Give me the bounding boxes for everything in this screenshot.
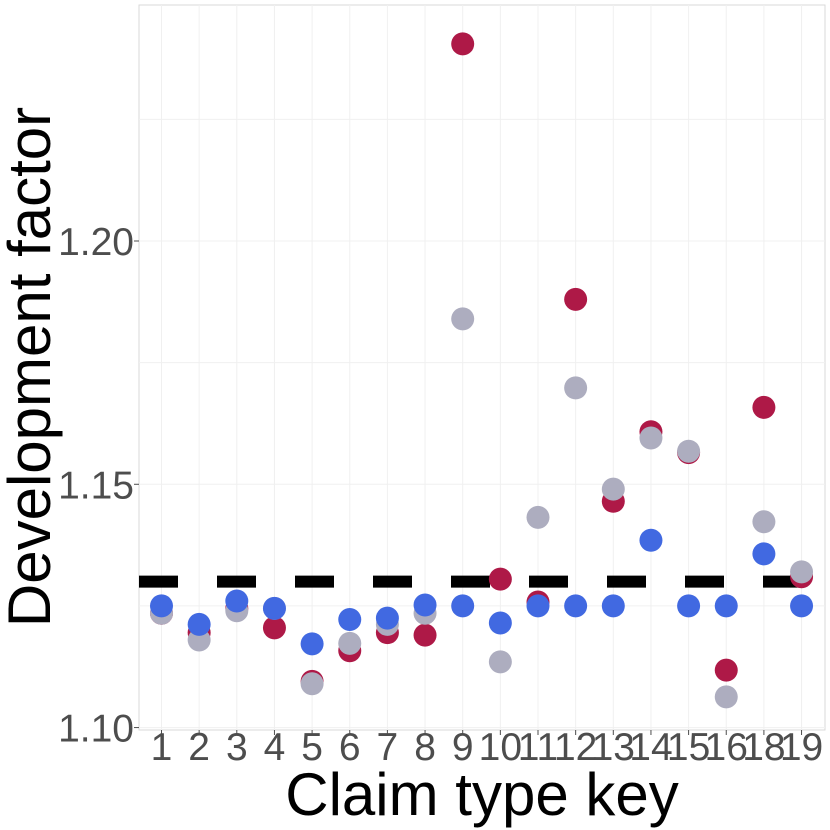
point-series-blue-11 [526, 594, 550, 618]
plot-panel [138, 4, 826, 731]
point-series-grey-11 [526, 505, 550, 529]
point-series-grey-12 [564, 376, 588, 400]
y-tick-label: 1.15 [58, 464, 134, 507]
point-series-crimson-16 [714, 658, 738, 682]
x-tick-label: 12 [554, 726, 597, 769]
point-series-grey-14 [639, 426, 663, 450]
x-tick-label: 1 [151, 726, 173, 769]
point-series-blue-6 [338, 608, 362, 632]
x-tick-label: 7 [377, 726, 399, 769]
x-tick-label: 6 [339, 726, 361, 769]
point-series-blue-9 [451, 594, 475, 618]
x-tick-label: 18 [742, 726, 785, 769]
y-tick-label: 1.10 [58, 708, 134, 751]
point-series-blue-5 [300, 632, 324, 656]
point-series-blue-3 [225, 589, 249, 613]
point-series-grey-10 [488, 650, 512, 674]
point-series-blue-1 [150, 594, 173, 618]
point-series-blue-13 [601, 594, 625, 618]
data-points [150, 32, 814, 709]
x-tick-label: 9 [452, 726, 474, 769]
x-tick-label: 5 [301, 726, 323, 769]
x-tick-label: 10 [479, 726, 522, 769]
point-series-blue-16 [714, 594, 738, 618]
point-series-blue-18 [752, 542, 776, 566]
x-tick-label: 15 [667, 726, 710, 769]
point-series-grey-16 [714, 685, 738, 709]
point-series-blue-7 [375, 606, 399, 630]
x-tick-label: 16 [705, 726, 748, 769]
point-series-blue-19 [790, 594, 814, 618]
point-series-blue-2 [187, 612, 211, 636]
x-tick-label: 14 [629, 726, 672, 769]
y-axis-ticks: 1.10 1.15 1.20 [58, 221, 139, 751]
point-series-crimson-12 [564, 287, 588, 311]
x-tick-label: 8 [414, 726, 436, 769]
point-series-blue-4 [262, 596, 286, 620]
x-tick-label: 19 [780, 726, 823, 769]
point-series-crimson-9 [451, 32, 475, 56]
x-tick-label: 13 [592, 726, 635, 769]
point-series-blue-8 [413, 593, 437, 617]
y-tick-label: 1.20 [58, 221, 134, 264]
x-tick-label: 11 [518, 726, 559, 769]
point-series-grey-19 [790, 560, 814, 584]
point-series-grey-9 [451, 307, 475, 331]
point-series-grey-5 [300, 672, 324, 696]
point-series-crimson-8 [413, 623, 437, 647]
x-tick-label: 3 [226, 726, 248, 769]
x-tick-label: 4 [264, 726, 286, 769]
x-tick-label: 2 [188, 726, 210, 769]
point-series-crimson-4 [262, 616, 286, 640]
point-series-grey-15 [677, 439, 701, 463]
x-axis-title: Claim type key [285, 761, 678, 828]
point-series-grey-13 [601, 477, 625, 501]
point-series-blue-10 [488, 611, 512, 635]
point-series-blue-15 [677, 594, 701, 618]
point-series-grey-6 [338, 631, 362, 655]
point-series-blue-14 [639, 528, 663, 552]
point-series-crimson-18 [752, 395, 776, 419]
point-series-crimson-10 [488, 567, 512, 591]
point-series-grey-18 [752, 510, 776, 534]
y-axis-title: Development factor [0, 107, 63, 627]
point-series-blue-12 [564, 594, 588, 618]
